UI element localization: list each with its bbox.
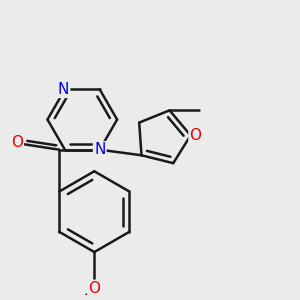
- Text: N: N: [94, 142, 105, 157]
- Text: N: N: [58, 82, 69, 97]
- Text: O: O: [88, 281, 100, 296]
- Text: O: O: [11, 134, 23, 149]
- Text: O: O: [190, 128, 202, 143]
